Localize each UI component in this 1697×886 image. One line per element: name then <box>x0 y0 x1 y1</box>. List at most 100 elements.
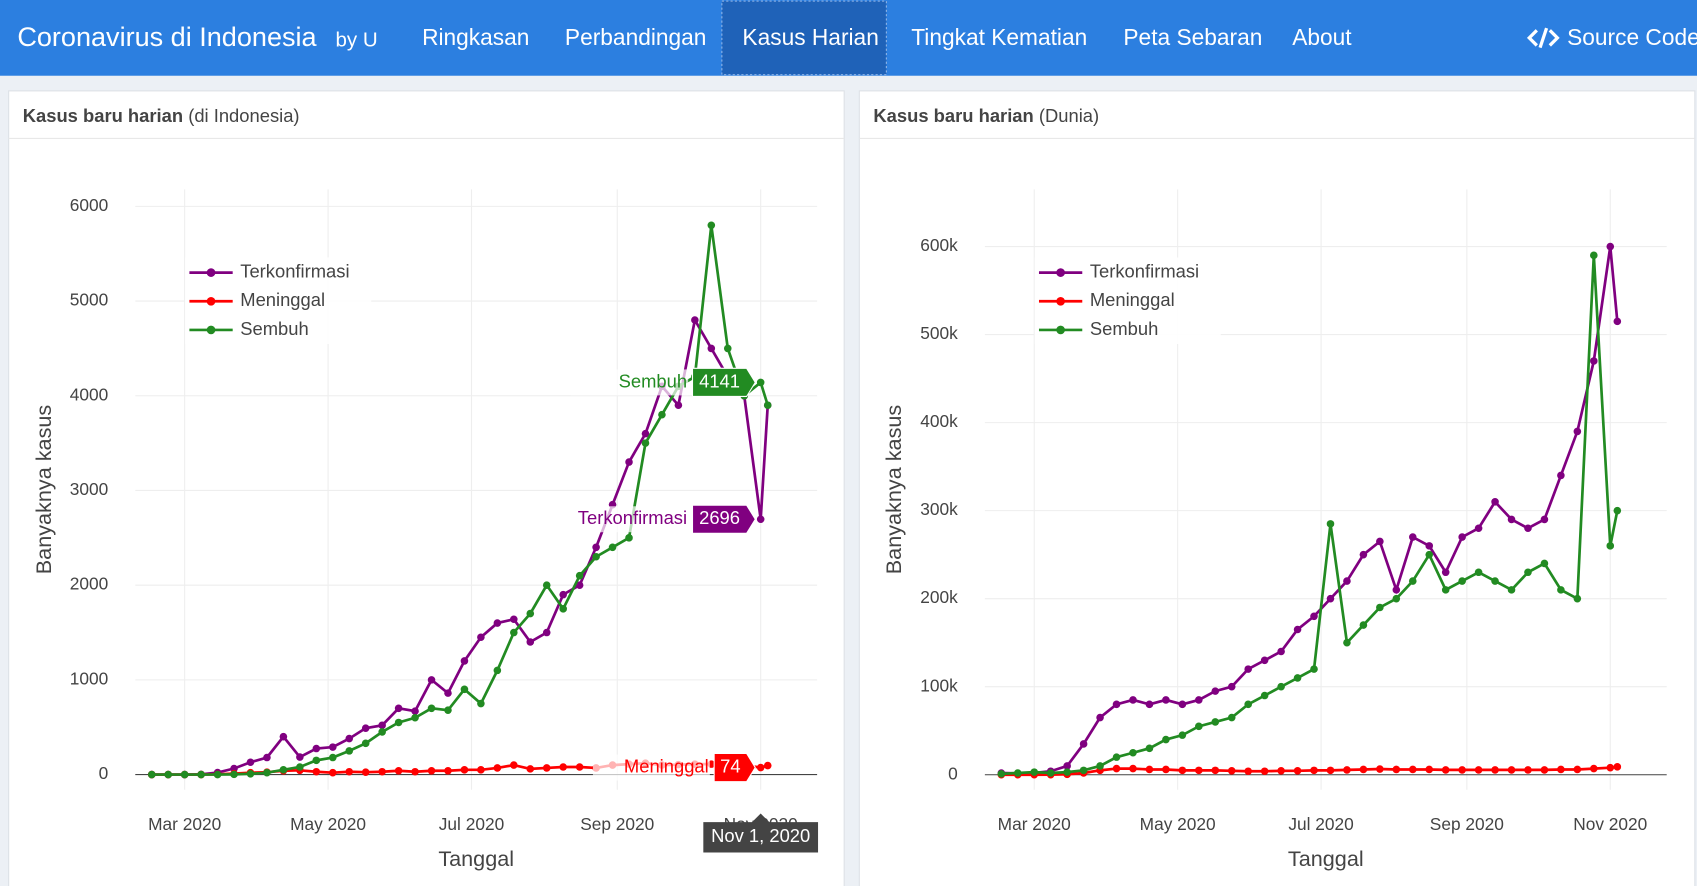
data-point <box>213 770 222 779</box>
data-point <box>1425 550 1434 559</box>
data-point <box>1211 766 1220 775</box>
data-point <box>1573 765 1582 774</box>
data-point <box>1524 524 1532 533</box>
data-point <box>625 534 633 542</box>
x-tick-label: Mar 2020 <box>998 814 1071 834</box>
data-point <box>723 344 732 353</box>
data-point <box>444 766 452 775</box>
panel <box>858 90 1696 886</box>
data-point <box>345 734 354 743</box>
x-tick-label: Jul 2020 <box>1288 814 1353 834</box>
data-point <box>1096 713 1104 722</box>
data-point <box>1063 768 1071 776</box>
data-point <box>1376 765 1384 773</box>
nav-link[interactable]: Kasus Harian <box>742 24 878 50</box>
data-point <box>246 770 255 778</box>
x-tick-label: Sep 2020 <box>1430 814 1504 834</box>
active-tab <box>721 0 887 76</box>
data-point <box>1606 763 1615 772</box>
data-point <box>691 316 699 324</box>
data-point <box>1507 586 1516 594</box>
data-point <box>1326 594 1335 603</box>
data-point <box>1145 765 1154 774</box>
data-point <box>1590 251 1598 260</box>
data-point <box>1491 498 1499 506</box>
nav-link[interactable]: About <box>1292 24 1352 50</box>
data-point <box>542 628 551 637</box>
data-point <box>1162 735 1170 744</box>
data-point <box>1112 753 1121 761</box>
legend-label: Sembuh <box>240 318 308 339</box>
hover-name: Sembuh <box>619 370 687 391</box>
data-point <box>608 543 617 552</box>
data-point <box>1343 766 1351 774</box>
data-point <box>1573 427 1582 436</box>
data-point <box>460 657 469 665</box>
y-axis-title: Banyaknya kasus <box>31 405 56 575</box>
data-point <box>526 638 535 646</box>
data-point <box>230 770 238 779</box>
data-point <box>1441 568 1450 577</box>
source-icon[interactable] <box>1526 27 1560 49</box>
hover-name-bg <box>571 369 689 396</box>
legend-marker <box>206 268 216 277</box>
legend-marker <box>206 296 216 306</box>
data-point <box>1178 731 1187 739</box>
nav-link[interactable]: Ringkasan <box>422 24 529 50</box>
data-point <box>1293 674 1302 682</box>
brand[interactable]: Coronavirus di Indonesia <box>17 22 317 52</box>
data-point <box>427 676 436 684</box>
data-point <box>1376 537 1384 546</box>
nav-link[interactable]: Perbandingan <box>565 24 707 50</box>
nav-link[interactable]: Peta Sebaran <box>1123 24 1262 50</box>
data-point <box>1195 766 1203 775</box>
data-point <box>1244 700 1252 709</box>
data-point <box>378 728 386 736</box>
data-point <box>164 770 172 779</box>
legend-marker <box>1056 325 1065 335</box>
x-tick-label: May 2020 <box>1140 814 1216 834</box>
data-point <box>1441 586 1450 594</box>
data-point <box>1408 533 1417 541</box>
data-point <box>1046 769 1055 777</box>
nav-link[interactable]: Tingkat Kematian <box>911 24 1087 50</box>
data-point <box>575 763 584 771</box>
x-axis-title: Tanggal <box>1288 846 1364 871</box>
y-tick-label: 1000 <box>70 668 108 688</box>
legend-label: Meninggal <box>1090 289 1175 310</box>
source-link[interactable]: Source Code <box>1567 24 1697 50</box>
data-point <box>592 543 600 552</box>
data-point <box>1392 594 1401 603</box>
data-point <box>1606 542 1615 550</box>
data-point <box>1195 722 1203 731</box>
x-axis-title: Tanggal <box>438 846 514 871</box>
data-point <box>641 439 650 447</box>
data-point <box>1441 766 1450 774</box>
data-point <box>1260 656 1269 665</box>
hover-name-bg <box>571 506 689 533</box>
data-point <box>378 767 386 776</box>
plot: Mar 2020 May 2020 Jul 2020 Sep 2020 Nov 2020… <box>881 189 1667 871</box>
data-point <box>707 221 716 230</box>
data-point <box>411 767 419 776</box>
y-tick-label: 400k <box>920 411 958 431</box>
data-point <box>1244 665 1252 673</box>
data-point <box>147 770 156 779</box>
data-point <box>1458 766 1466 774</box>
data-point <box>1458 577 1466 585</box>
data-point <box>1063 762 1071 770</box>
data-point <box>1359 765 1368 774</box>
data-point <box>1227 713 1236 722</box>
y-tick-label: 4000 <box>70 384 108 404</box>
data-point <box>411 707 419 715</box>
data-point <box>756 515 765 524</box>
data-point <box>1145 700 1154 709</box>
data-point <box>296 753 304 761</box>
data-point <box>1326 766 1335 775</box>
panel-title-main: Kasus baru harian <box>23 105 183 126</box>
hover-name-bg <box>592 754 710 781</box>
legend-marker <box>206 325 216 335</box>
data-point <box>559 590 567 599</box>
data-point <box>444 689 452 697</box>
data-point <box>1573 594 1582 603</box>
